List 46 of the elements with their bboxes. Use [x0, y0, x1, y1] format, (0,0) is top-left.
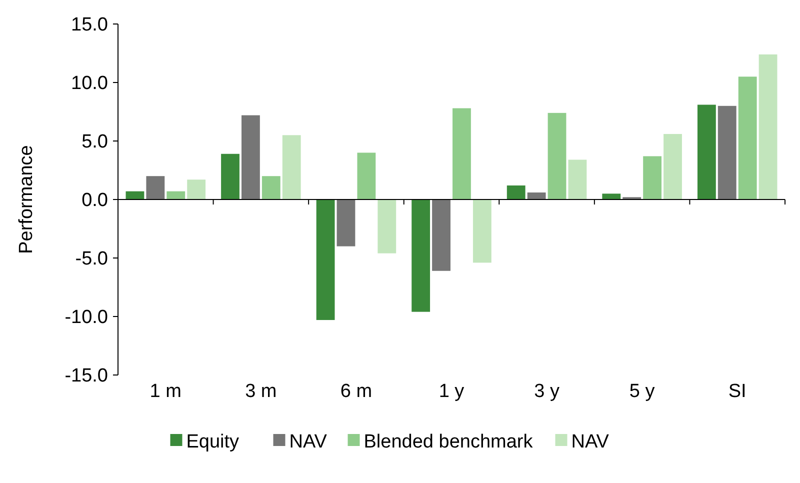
bar [412, 200, 430, 312]
bar [568, 160, 587, 200]
y-tick-label: 10.0 [71, 73, 108, 94]
bar [602, 194, 621, 200]
bar [126, 191, 144, 200]
bar [378, 200, 396, 254]
y-axis-title: Performance [16, 145, 37, 254]
bar [506, 185, 526, 200]
bar [548, 112, 566, 200]
bar [758, 54, 778, 200]
bar [527, 192, 546, 200]
y-tick-label: 5.0 [82, 132, 108, 153]
legend-label: Blended benchmark [364, 432, 534, 453]
x-tick-label: 3 m [245, 381, 277, 402]
bar [282, 135, 301, 200]
y-tick-label: 15.0 [71, 14, 108, 36]
legend-label: NAV [289, 432, 328, 453]
bar [643, 156, 662, 200]
legend-label: Equity [186, 432, 240, 453]
y-tick-label: -10.0 [64, 307, 108, 328]
bar [738, 76, 757, 200]
bar [316, 200, 335, 320]
bar [432, 200, 450, 271]
bar [242, 115, 260, 200]
bar [187, 180, 206, 200]
bar [357, 152, 376, 200]
bar [664, 134, 682, 200]
y-tick-label: 0.0 [82, 190, 108, 212]
bar [262, 176, 280, 200]
y-tick-label: -5.0 [75, 248, 108, 270]
x-tick-label: 3 y [534, 381, 560, 402]
y-tick-label: -15.0 [64, 366, 108, 387]
bar [146, 176, 165, 200]
legend-label: NAV [571, 432, 610, 453]
bar [166, 191, 186, 200]
x-tick-label: 5 y [629, 381, 656, 402]
x-tick-label: SI [728, 381, 746, 402]
bar [718, 106, 736, 200]
x-tick-label: 1 y [438, 381, 465, 402]
x-tick-label: 1 m [150, 381, 182, 402]
bar [221, 154, 240, 200]
bar [336, 200, 356, 246]
bar [452, 108, 471, 200]
bar [697, 104, 716, 200]
x-tick-label: 6 m [340, 381, 372, 402]
bar [472, 200, 492, 263]
